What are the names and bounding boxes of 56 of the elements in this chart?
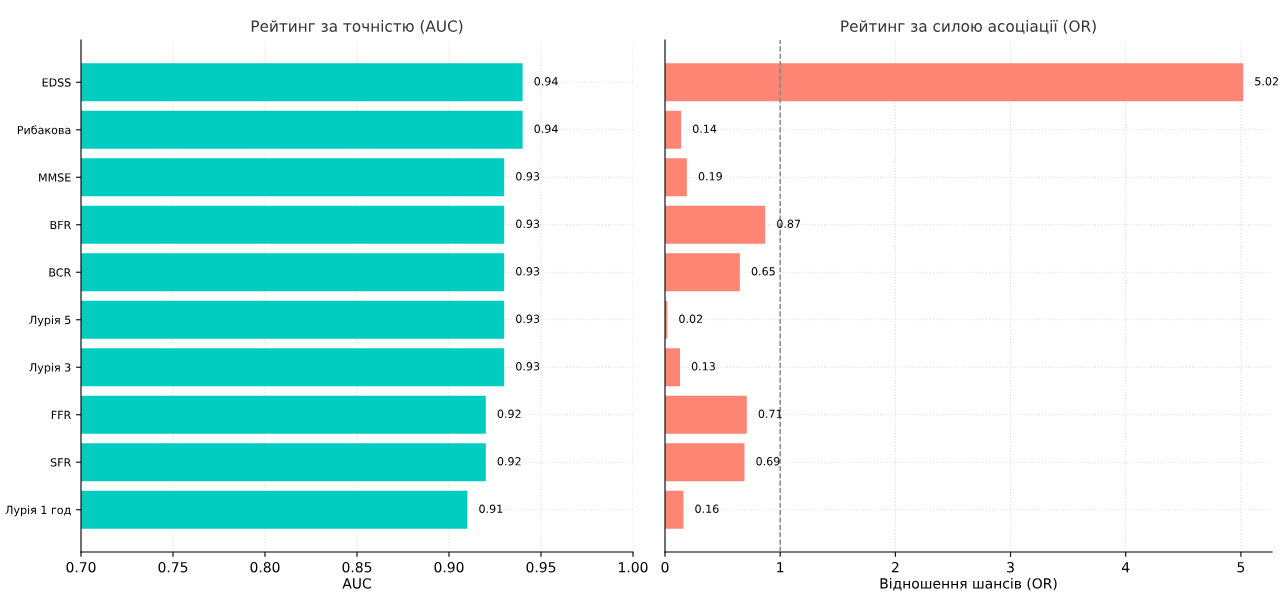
y-tick-label: EDSS bbox=[42, 78, 71, 87]
x-tick-label: 0.70 bbox=[66, 561, 96, 573]
x-tick-label: 0.75 bbox=[158, 561, 188, 573]
x-tick-label: 5 bbox=[1237, 562, 1245, 573]
y-tick-label: Лурія 5 bbox=[29, 315, 71, 327]
data-label: 0.14 bbox=[692, 124, 717, 133]
bar bbox=[665, 348, 680, 387]
x-tick-label: 0.95 bbox=[526, 561, 556, 573]
y-tick-label: SFR bbox=[50, 458, 71, 467]
y-tick-label: BCR bbox=[49, 268, 71, 277]
y-tick-label: Рибакова bbox=[17, 125, 71, 135]
bar bbox=[665, 158, 687, 197]
x-tick-label: 0.85 bbox=[342, 561, 372, 573]
x-tick-label: 0 bbox=[661, 561, 669, 573]
x-tick-label: 0.90 bbox=[434, 561, 464, 573]
y-tick-label: Лурія 3 bbox=[29, 363, 71, 374]
data-label: 0.65 bbox=[751, 267, 775, 276]
x-tick-label: 0.80 bbox=[250, 561, 280, 573]
data-label: 0.93 bbox=[516, 267, 540, 276]
y-tick-label: Лурія 1 год bbox=[5, 505, 71, 517]
data-label: 0.19 bbox=[698, 172, 722, 181]
y-tick-label: MMSE bbox=[39, 173, 71, 182]
data-label: 0.94 bbox=[534, 124, 558, 133]
data-label: 0.92 bbox=[497, 409, 521, 418]
x-tick-label: 4 bbox=[1121, 562, 1130, 573]
data-label: 0.02 bbox=[679, 314, 703, 323]
data-label: 0.13 bbox=[691, 362, 715, 371]
data-label: 0.93 bbox=[516, 219, 540, 228]
x-tick-label: 2 bbox=[891, 561, 899, 573]
data-label: 5.02 bbox=[1255, 77, 1278, 86]
bar bbox=[665, 63, 1244, 102]
x-tick-label: 1.00 bbox=[619, 561, 648, 573]
data-label: 0.91 bbox=[479, 504, 503, 513]
y-tick-label: FFR bbox=[51, 410, 71, 419]
data-label: 0.94 bbox=[534, 77, 558, 86]
bar bbox=[665, 490, 684, 529]
y-tick-label: BFR bbox=[50, 220, 71, 229]
data-label: 0.93 bbox=[516, 362, 540, 371]
data-label: 0.69 bbox=[756, 457, 780, 466]
bar bbox=[665, 395, 747, 434]
x-tick-label: 1 bbox=[777, 562, 784, 573]
data-label: 0.93 bbox=[516, 172, 540, 181]
data-label: 0.16 bbox=[695, 504, 719, 513]
bar bbox=[665, 443, 745, 482]
x-tick-label: 3 bbox=[1007, 561, 1014, 573]
data-label: 0.92 bbox=[497, 457, 521, 466]
x-axis-title: AUC bbox=[342, 578, 371, 589]
chart-title: Рейтинг за силою асоціації (OR) bbox=[841, 20, 1096, 34]
data-label: 0.71 bbox=[758, 409, 782, 418]
chart-title: Рейтинг за точністю (AUC) bbox=[251, 20, 463, 34]
data-label: 0.93 bbox=[516, 314, 540, 323]
bar bbox=[665, 253, 740, 292]
bar bbox=[665, 205, 766, 244]
x-axis-title: Відношення шансів (OR) bbox=[880, 577, 1057, 591]
data-label: 0.87 bbox=[777, 219, 801, 228]
bar bbox=[665, 110, 682, 149]
